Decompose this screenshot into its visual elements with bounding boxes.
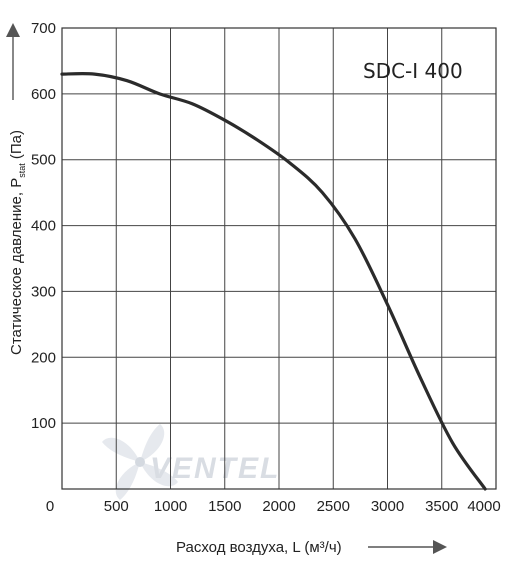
ventel-watermark-logo: VENTEL — [102, 424, 280, 500]
y-tick-label: 100 — [31, 415, 56, 432]
y-axis-label: Статическое давление, Pstat (Па) — [8, 130, 27, 355]
y-tick-label: 600 — [31, 86, 56, 103]
model-label: SDC-I 400 — [363, 59, 463, 83]
x-tick-label: 4000 — [467, 498, 500, 515]
watermark-text: VENTEL — [150, 452, 280, 485]
grid — [62, 28, 496, 489]
x-tick-labels: 0 500 1000 1500 2000 2500 3000 3500 4000 — [46, 498, 501, 515]
y-tick-label: 300 — [31, 283, 56, 300]
x-tick-label: 3000 — [371, 498, 404, 515]
y-axis-label-unit: (Па) — [8, 130, 25, 163]
x-tick-label: 1000 — [154, 498, 187, 515]
x-tick-label: 3500 — [425, 498, 458, 515]
x-tick-label: 500 — [104, 498, 129, 515]
fan-icon — [102, 424, 178, 500]
series-layer — [60, 72, 487, 491]
pressure-curve-line — [60, 72, 487, 491]
x-tick-label: 2000 — [262, 498, 295, 515]
x-tick-label: 2500 — [317, 498, 350, 515]
x-tick-label: 0 — [46, 498, 54, 515]
x-tick-label: 1500 — [208, 498, 241, 515]
plot-frame — [61, 27, 497, 490]
x-axis-label: Расход воздуха, L (м³/ч) — [176, 539, 342, 556]
y-tick-label: 200 — [31, 349, 56, 366]
y-tick-label: 500 — [31, 152, 56, 169]
y-tick-label: 700 — [31, 20, 56, 37]
y-tick-labels: 100 200 300 400 500 600 700 — [31, 20, 56, 432]
y-axis-label-main: Статическое давление, P — [8, 178, 25, 355]
y-axis-label-sub: stat — [17, 163, 27, 178]
y-tick-label: 400 — [31, 218, 56, 235]
